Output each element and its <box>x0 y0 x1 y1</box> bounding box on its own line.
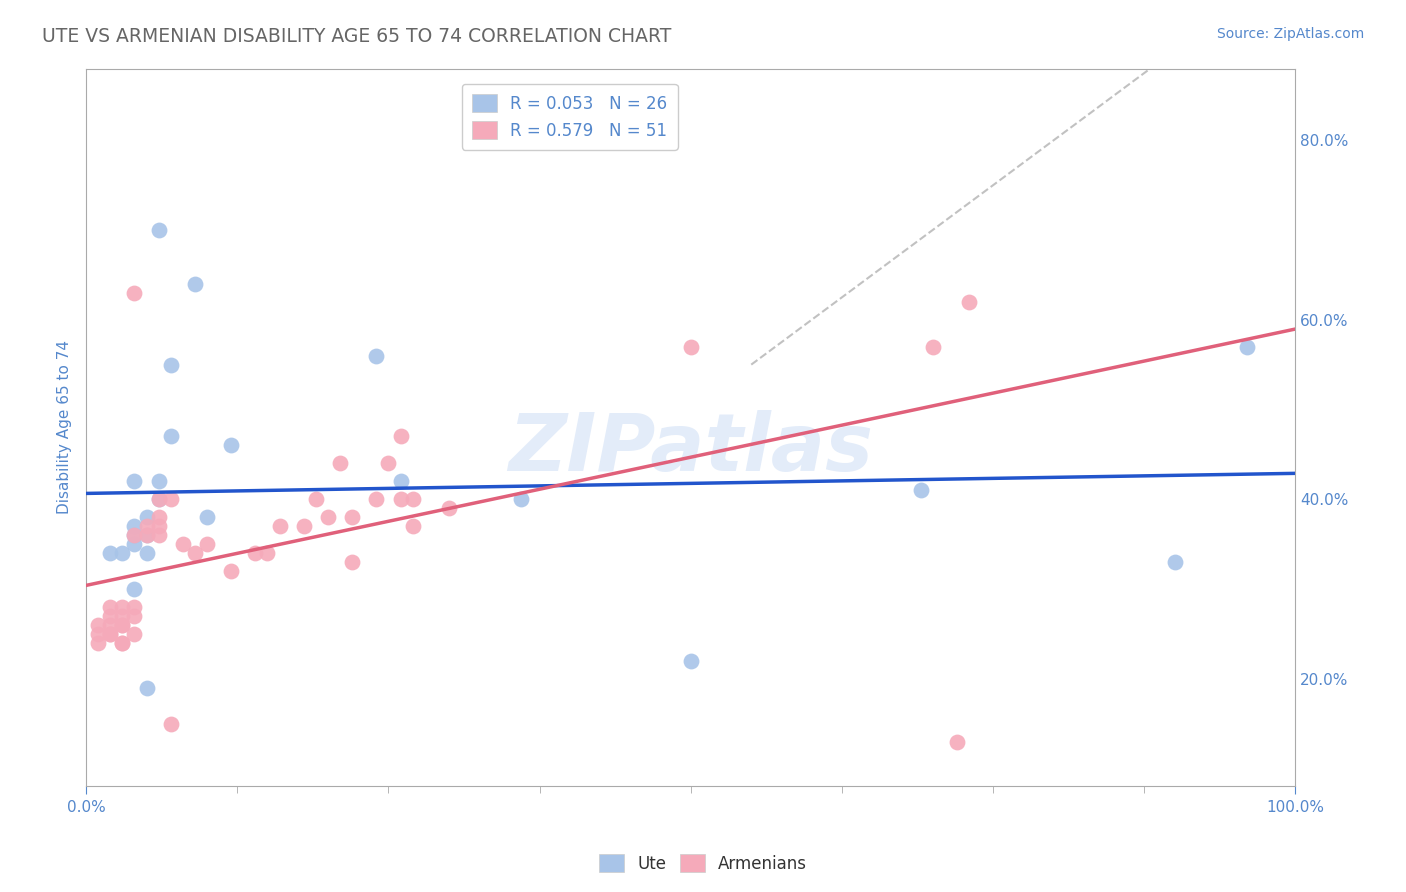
Point <box>437 501 460 516</box>
Point <box>159 492 181 507</box>
Point <box>256 546 278 560</box>
Point <box>124 608 146 623</box>
Point <box>124 528 146 542</box>
Point <box>389 429 412 443</box>
Point <box>184 546 207 560</box>
Point <box>269 519 291 533</box>
Point <box>124 627 146 641</box>
Point <box>135 546 157 560</box>
Point <box>124 519 146 533</box>
Point <box>377 456 399 470</box>
Point <box>292 519 315 533</box>
Point <box>98 618 121 632</box>
Point <box>340 510 363 524</box>
Point <box>98 627 121 641</box>
Point <box>111 618 134 632</box>
Point <box>921 340 943 354</box>
Point <box>87 636 110 650</box>
Point <box>510 492 533 507</box>
Text: Source: ZipAtlas.com: Source: ZipAtlas.com <box>1216 27 1364 41</box>
Point <box>98 608 121 623</box>
Point <box>98 599 121 614</box>
Text: UTE VS ARMENIAN DISABILITY AGE 65 TO 74 CORRELATION CHART: UTE VS ARMENIAN DISABILITY AGE 65 TO 74 … <box>42 27 672 45</box>
Point <box>111 618 134 632</box>
Point <box>124 528 146 542</box>
Point <box>148 223 170 237</box>
Point <box>245 546 267 560</box>
Point <box>401 492 423 507</box>
Point <box>111 599 134 614</box>
Legend: Ute, Armenians: Ute, Armenians <box>592 847 814 880</box>
Point <box>124 475 146 489</box>
Y-axis label: Disability Age 65 to 74: Disability Age 65 to 74 <box>58 341 72 515</box>
Point <box>148 528 170 542</box>
Point <box>87 618 110 632</box>
Point <box>401 519 423 533</box>
Point <box>148 519 170 533</box>
Point <box>159 716 181 731</box>
Point <box>957 294 980 309</box>
Point <box>366 349 388 363</box>
Point <box>219 564 242 578</box>
Point <box>1163 555 1185 569</box>
Point <box>159 429 181 443</box>
Point <box>111 608 134 623</box>
Point <box>87 627 110 641</box>
Point <box>679 654 702 668</box>
Point <box>135 528 157 542</box>
Point <box>135 528 157 542</box>
Point <box>135 681 157 695</box>
Point <box>195 510 218 524</box>
Point <box>946 734 969 748</box>
Point <box>148 492 170 507</box>
Text: ZIPatlas: ZIPatlas <box>508 410 873 488</box>
Point <box>679 340 702 354</box>
Point <box>184 277 207 291</box>
Point <box>195 537 218 551</box>
Point <box>148 492 170 507</box>
Point <box>329 456 352 470</box>
Point <box>135 510 157 524</box>
Point <box>910 483 932 498</box>
Legend: R = 0.053   N = 26, R = 0.579   N = 51: R = 0.053 N = 26, R = 0.579 N = 51 <box>463 84 678 150</box>
Point <box>366 492 388 507</box>
Point <box>98 627 121 641</box>
Point <box>148 475 170 489</box>
Point <box>219 438 242 452</box>
Point <box>172 537 194 551</box>
Point <box>389 492 412 507</box>
Point <box>98 546 121 560</box>
Point <box>135 519 157 533</box>
Point <box>124 285 146 300</box>
Point <box>124 582 146 596</box>
Point <box>305 492 328 507</box>
Point <box>124 599 146 614</box>
Point <box>148 510 170 524</box>
Point <box>1236 340 1258 354</box>
Point <box>111 636 134 650</box>
Point <box>111 636 134 650</box>
Point <box>111 546 134 560</box>
Point <box>124 537 146 551</box>
Point <box>316 510 339 524</box>
Point <box>159 358 181 372</box>
Point <box>340 555 363 569</box>
Point <box>389 475 412 489</box>
